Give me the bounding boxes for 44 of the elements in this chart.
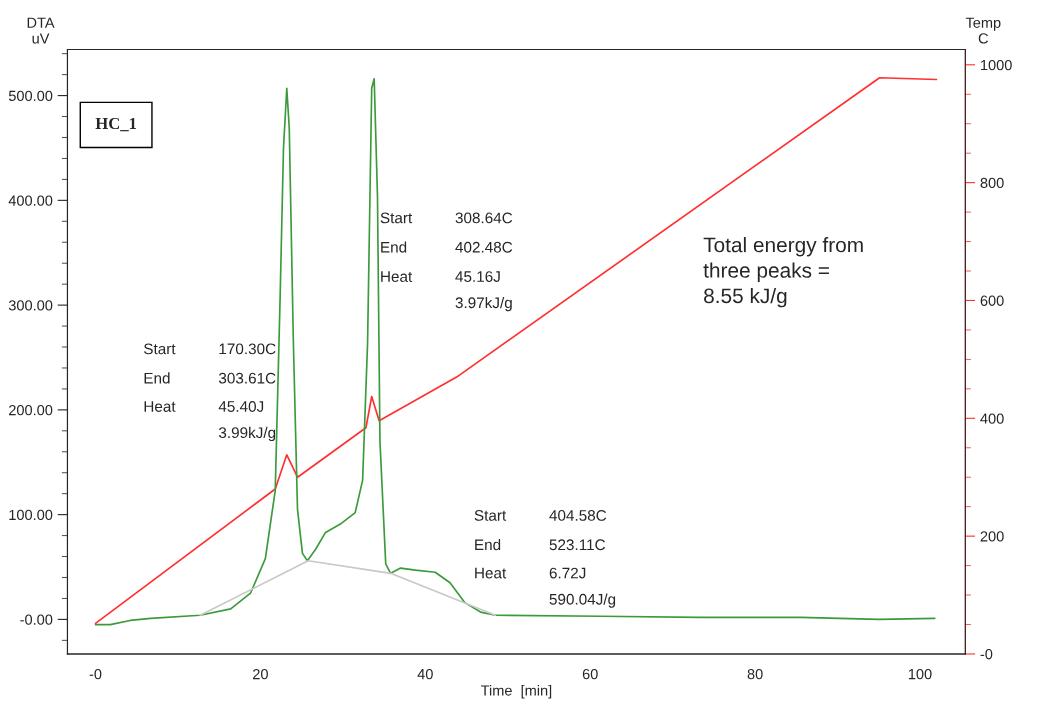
x-tick-label: 100: [908, 668, 932, 680]
y2-tick-label: 400: [980, 413, 1004, 424]
annotation: 308.64C: [455, 212, 513, 224]
annotation: Start: [144, 343, 176, 355]
y-tick-label: 200.00: [9, 404, 53, 416]
annotation: 45.16J: [455, 271, 500, 282]
y-tick-label: 500.00: [8, 90, 53, 102]
annotation: 590.04J/g: [549, 593, 616, 608]
annotation: End: [144, 372, 170, 384]
annotation: Heat: [475, 567, 507, 579]
y-tick-label: 100.00: [9, 509, 53, 521]
x-tick-label: 20: [253, 668, 268, 680]
annotation: 404.58C: [549, 510, 607, 521]
y-tick-label: 300.00: [8, 300, 53, 311]
annotation: 402.48C: [455, 241, 513, 253]
annotation: 303.61C: [218, 372, 276, 384]
annotation: End: [381, 241, 407, 253]
y2-tick-label: 800: [980, 177, 1004, 189]
annotation: 170.30C: [219, 343, 276, 355]
x-axis-title: Time [min]: [480, 684, 552, 699]
x-tick-label: 40: [417, 668, 433, 680]
x-tick-label: 80: [747, 668, 763, 680]
annotation: Heat: [144, 401, 176, 412]
annotation: 3.99kJ/g: [218, 426, 276, 442]
annotation: 6.72J: [549, 567, 586, 579]
annotation: End: [475, 538, 501, 551]
annotation: Start: [474, 510, 507, 521]
annotation: 523.11C: [549, 539, 606, 551]
y2-tick-label: 200: [980, 531, 1004, 542]
annotation: 45.40J: [218, 401, 264, 412]
x-tick-label: 60: [582, 668, 598, 680]
y-tick-label: 400.00: [8, 195, 53, 206]
annotation: Heat: [381, 271, 413, 282]
y-tick-label: -0.00: [20, 614, 53, 625]
y2-tick-label: -0: [980, 649, 993, 660]
annotation: HC_1: [95, 117, 137, 132]
annotation: 3.97kJ/g: [455, 296, 512, 312]
x-tick-label: -0: [89, 668, 102, 680]
y2-tick-label: 600: [980, 295, 1004, 306]
annotation: Start: [380, 212, 413, 224]
y2-tick-label: 1000: [981, 59, 1012, 71]
y-axis-title: DTA uV: [27, 17, 55, 44]
annotation: Total energy from three peaks = 8.55 kJ/g: [703, 237, 863, 308]
y2-axis-title: Temp C: [965, 17, 1001, 44]
